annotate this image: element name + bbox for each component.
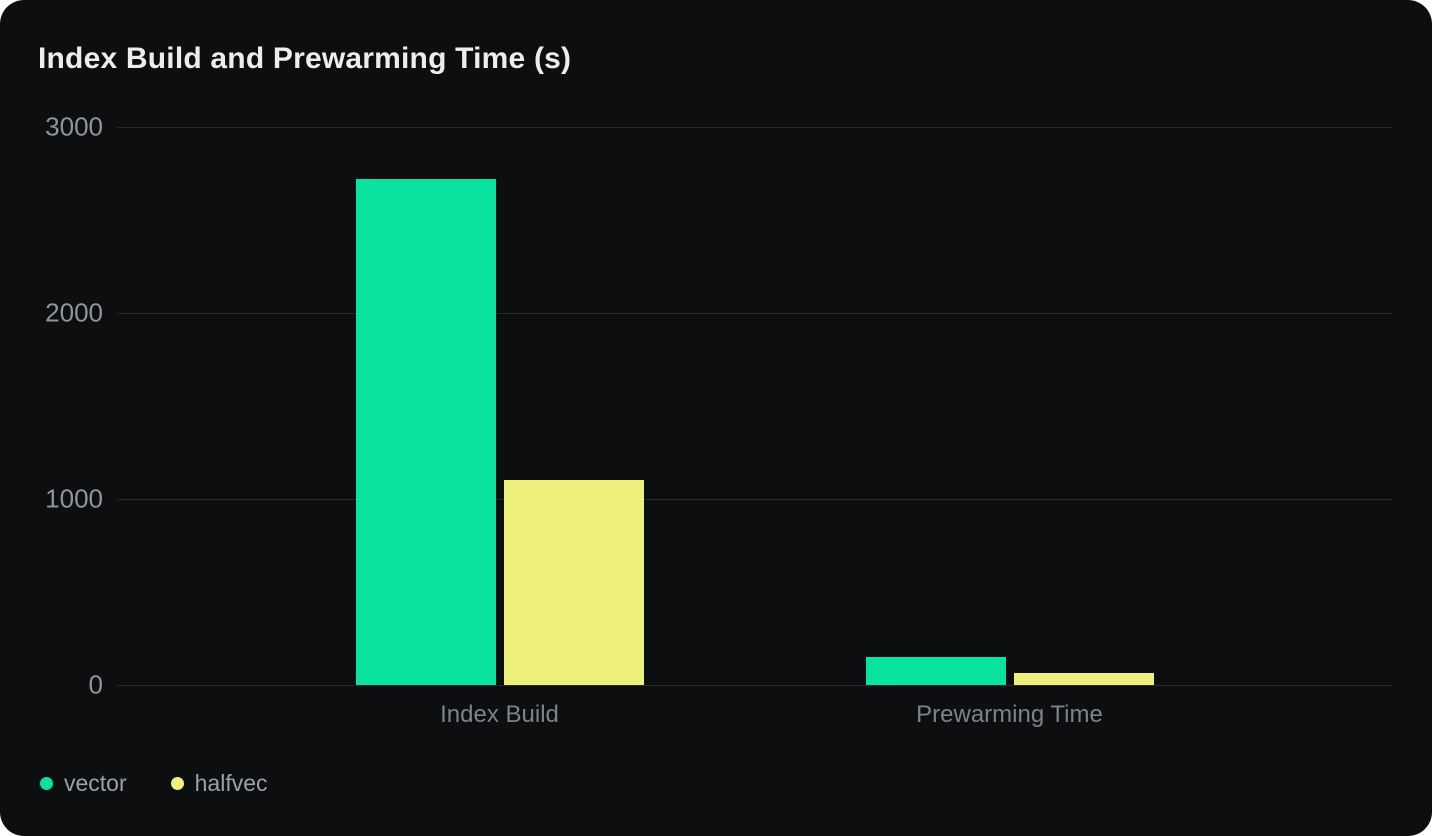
chart-title: Index Build and Prewarming Time (s) <box>38 42 572 75</box>
y-tick-label-0: 0 <box>88 669 103 700</box>
y-axis: 3000 2000 1000 0 <box>40 112 103 700</box>
bar-halfvec-prewarming-time <box>1013 672 1154 685</box>
x-category-label-index-build: Index Build <box>440 701 559 728</box>
bar-halfvec-index-build <box>503 480 644 685</box>
legend-item-vector[interactable]: vector <box>40 770 127 797</box>
legend-label-halfvec: halfvec <box>194 770 268 796</box>
legend: vector halfvec <box>40 770 268 797</box>
legend-item-halfvec[interactable]: halfvec <box>170 770 268 797</box>
gridline-0 <box>117 685 1392 686</box>
legend-swatch-vector <box>40 777 53 790</box>
legend-swatch-halfvec <box>170 777 184 790</box>
bar-vector-index-build <box>355 179 496 685</box>
bar-vector-prewarming-time <box>865 657 1006 685</box>
gridline-3000 <box>117 127 1392 128</box>
x-category-label-prewarming-time: Prewarming Time <box>916 701 1103 728</box>
plot-area <box>117 127 1392 686</box>
gridline-2000 <box>117 313 1392 314</box>
y-tick-label-3000: 3000 <box>45 111 103 142</box>
y-tick-label-2000: 2000 <box>45 297 103 328</box>
y-tick-label-1000: 1000 <box>45 483 103 514</box>
legend-label-vector: vector <box>64 770 127 796</box>
x-axis: Index Build Prewarming Time <box>117 685 1392 735</box>
gridline-1000 <box>117 499 1392 500</box>
